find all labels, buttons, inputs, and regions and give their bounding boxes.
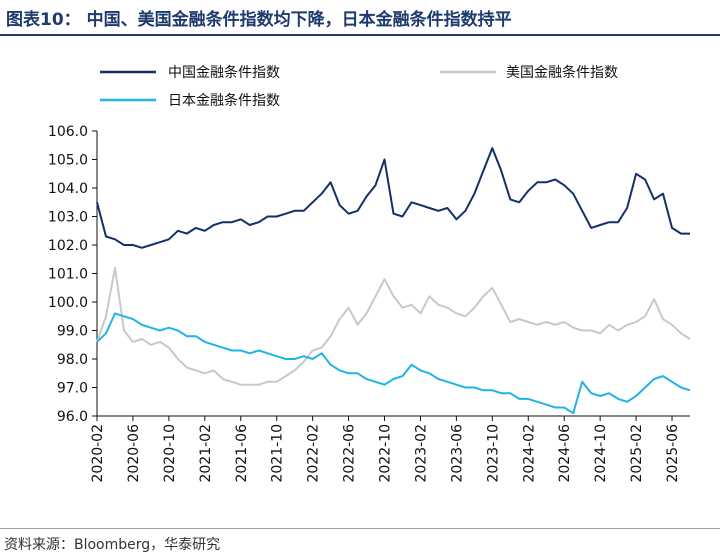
- series-line-japan: [96, 312, 691, 415]
- y-tick-label: 101.0: [48, 267, 88, 283]
- x-tick-label: 2024-10: [593, 424, 609, 483]
- y-tick-label: 103.0: [48, 210, 88, 226]
- x-tick-label: 2022-02: [306, 424, 322, 483]
- y-tick-label: 106.0: [48, 124, 88, 140]
- y-tick-label: 100.0: [48, 295, 88, 311]
- series-layer: [96, 147, 691, 415]
- x-tick-label: 2021-06: [234, 424, 250, 483]
- series-line-usa: [96, 266, 691, 386]
- figure-title: 图表10： 中国、美国金融条件指数均下降，日本金融条件指数持平: [6, 9, 512, 30]
- axes: 106.0 105.0 104.0 103.0 102.0 101.0 100.0 99.0 9…: [48, 124, 690, 483]
- x-tick-label: 2024-06: [557, 424, 573, 483]
- x-tick-label: 2023-06: [449, 424, 465, 483]
- x-tick-label: 2025-02: [629, 424, 645, 483]
- x-tick-label: 2022-10: [378, 424, 394, 483]
- x-tick-label: 2021-10: [270, 424, 286, 483]
- y-tick-label: 96.0: [57, 409, 88, 425]
- legend-label-usa: 美国金融条件指数: [506, 64, 618, 81]
- legend-label-japan: 日本金融条件指数: [168, 92, 280, 109]
- x-tick-label: 2021-02: [198, 424, 214, 483]
- y-tick-label: 105.0: [48, 153, 88, 169]
- x-tick-label: 2020-10: [162, 424, 178, 483]
- x-tick-label: 2024-02: [521, 424, 537, 483]
- title-divider: [0, 34, 720, 36]
- y-tick-label: 102.0: [48, 238, 88, 254]
- source-note: 资料来源：Bloomberg，华泰研究: [4, 537, 221, 553]
- x-tick-label: 2025-06: [665, 424, 681, 483]
- y-tick-label: 104.0: [48, 181, 88, 197]
- y-tick-label: 99.0: [57, 324, 88, 340]
- source-divider: [0, 528, 720, 529]
- legend-label-china: 中国金融条件指数: [168, 64, 280, 81]
- x-tick-label: 2022-06: [342, 424, 358, 483]
- x-tick-label: 2020-06: [126, 424, 142, 483]
- y-tick-label: 98.0: [57, 352, 88, 368]
- y-tick-label: 97.0: [57, 381, 88, 397]
- x-tick-label: 2023-10: [485, 424, 501, 483]
- series-line-china: [96, 147, 690, 249]
- x-tick-label: 2023-02: [413, 424, 429, 483]
- x-tick-label: 2020-02: [90, 424, 106, 483]
